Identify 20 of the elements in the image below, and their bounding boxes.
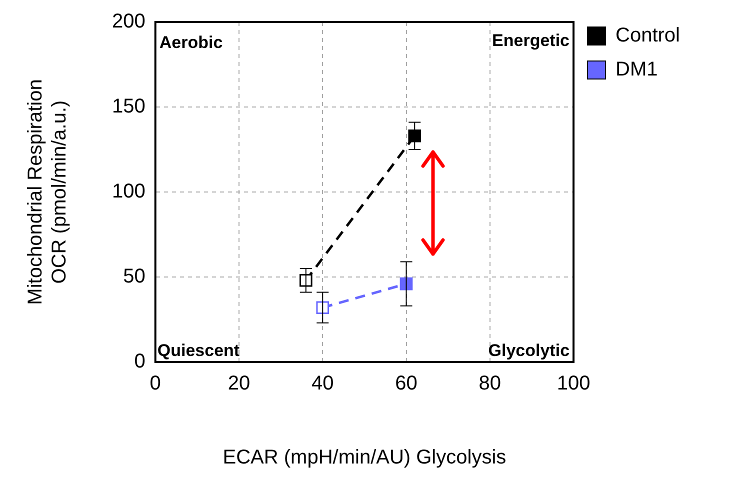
x-tick-label: 100 — [556, 372, 590, 395]
y-tick-label: 150 — [112, 96, 146, 118]
x-tick-label: 80 — [478, 372, 502, 395]
annotation: Energetic — [492, 31, 570, 50]
x-tick-label: 60 — [395, 372, 418, 395]
legend-label: Control — [616, 24, 680, 47]
annotation: Aerobic — [159, 33, 223, 52]
annotation: Quiescent — [157, 341, 240, 360]
y-tick-label: 200 — [112, 10, 146, 33]
x-tick-label: 40 — [312, 372, 334, 395]
x-tick-label: 20 — [228, 372, 250, 395]
annotation: Glycolytic — [488, 341, 570, 360]
x-axis-title: ECAR (mpH/min/AU) Glycolysis — [222, 446, 506, 469]
legend-label: DM1 — [616, 58, 658, 81]
point — [408, 129, 422, 142]
y-tick-label: 100 — [112, 180, 146, 203]
x-tick-label: 0 — [150, 372, 161, 395]
y-axis-title: Mitochondrial Respiration OCR (pmol/min/a.u.) — [24, 79, 71, 305]
y-tick-label: 50 — [123, 266, 146, 288]
y-tick-label: 0 — [134, 350, 146, 373]
